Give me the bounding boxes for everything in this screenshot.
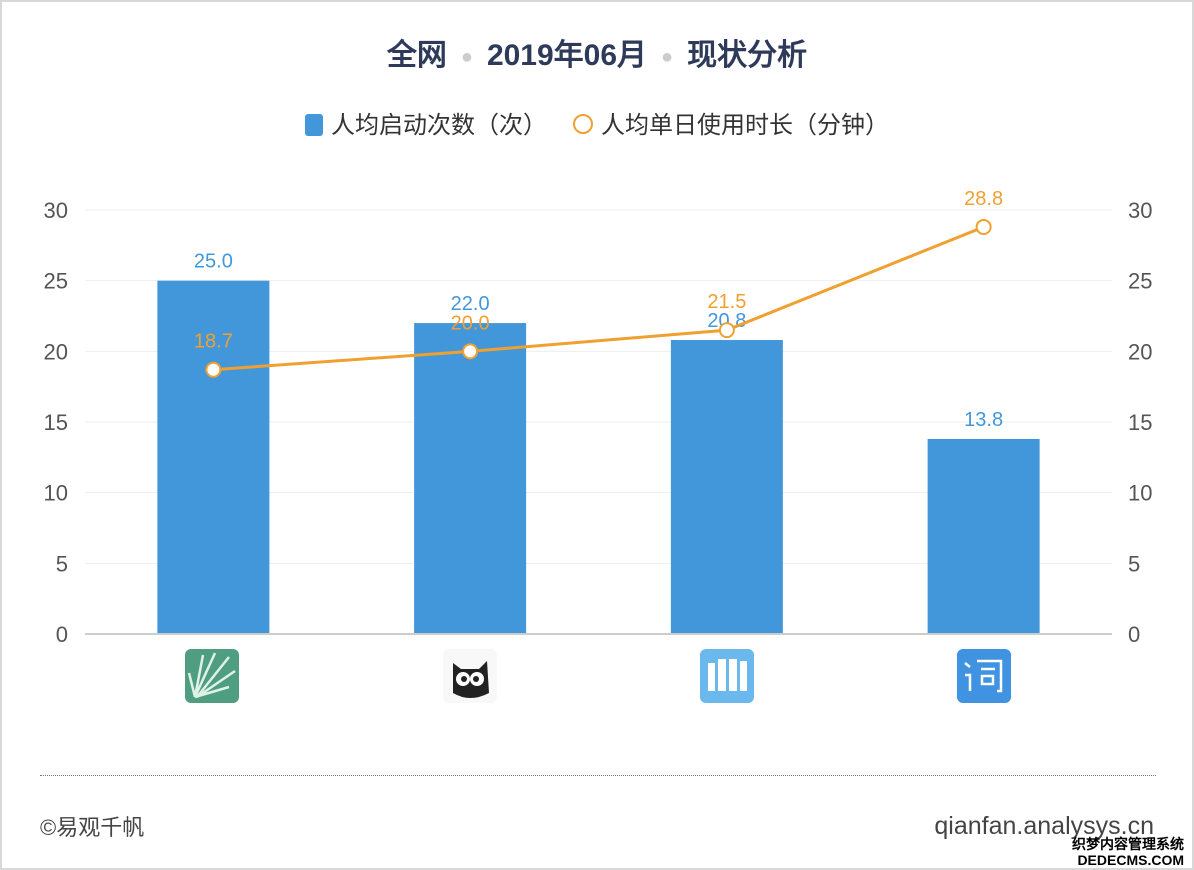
y-tick-label-right: 30 <box>1128 198 1152 223</box>
legend: 人均启动次数（次） 人均单日使用时长（分钟） <box>2 105 1192 140</box>
title-date: 2019年06月 <box>486 39 648 72</box>
line-series <box>213 225 985 372</box>
line-value-label: 28.8 <box>964 188 1003 210</box>
y-tick-label-right: 25 <box>1128 269 1152 294</box>
site-link[interactable]: qianfan.analysys.cn <box>934 812 1154 840</box>
line-value-label: 18.7 <box>194 331 233 353</box>
line-value-label: 20.0 <box>451 312 490 334</box>
y-tick-label-right: 0 <box>1128 622 1140 647</box>
y-tick-label-right: 20 <box>1128 339 1152 364</box>
y-tick-label-right: 10 <box>1128 481 1152 506</box>
legend-line-label[interactable]: 人均单日使用时长（分钟） <box>601 112 889 139</box>
line-point <box>718 322 735 339</box>
y-tick-label-left: 0 <box>56 622 68 647</box>
app-icon-green-rays <box>185 649 239 703</box>
y-tick-label-left: 20 <box>44 339 68 364</box>
app-icon-owl <box>443 649 497 703</box>
y-tick-label-left: 10 <box>44 481 68 506</box>
line-point <box>462 343 479 360</box>
y-tick-label-right: 5 <box>1128 551 1140 576</box>
bar <box>927 438 1040 634</box>
line-point <box>975 218 992 235</box>
copyright-text: ©易观千帆 <box>40 815 145 840</box>
bar-value-label: 25.0 <box>194 251 233 273</box>
y-tick-label-left: 5 <box>56 551 68 576</box>
bar-value-label: 22.0 <box>451 293 490 315</box>
bar <box>414 323 527 634</box>
bar-value-label: 13.8 <box>964 409 1003 431</box>
line-value-label: 21.5 <box>707 291 746 313</box>
y-tick-label-left: 15 <box>44 410 68 435</box>
legend-line-marker <box>573 114 593 134</box>
footer-divider <box>40 775 1156 776</box>
app-icon-ci-word <box>957 649 1011 703</box>
y-tick-label-left: 25 <box>44 269 68 294</box>
title-topic: 现状分析 <box>687 39 808 72</box>
y-tick-label-right: 15 <box>1128 410 1152 435</box>
watermark: 织梦内容管理系统 DEDECMS.COM <box>1072 836 1184 868</box>
line-point <box>205 361 222 378</box>
title-scope: 全网 <box>386 39 447 72</box>
chart-title: 全网 ● 2019年06月 ● 现状分析 <box>386 39 808 72</box>
legend-bar-label[interactable]: 人均启动次数（次） <box>331 112 547 139</box>
legend-bar-swatch <box>305 114 323 136</box>
y-tick-label-left: 30 <box>44 198 68 223</box>
app-icon-blue-books <box>700 649 754 703</box>
bar <box>670 340 783 634</box>
bar <box>157 280 270 634</box>
